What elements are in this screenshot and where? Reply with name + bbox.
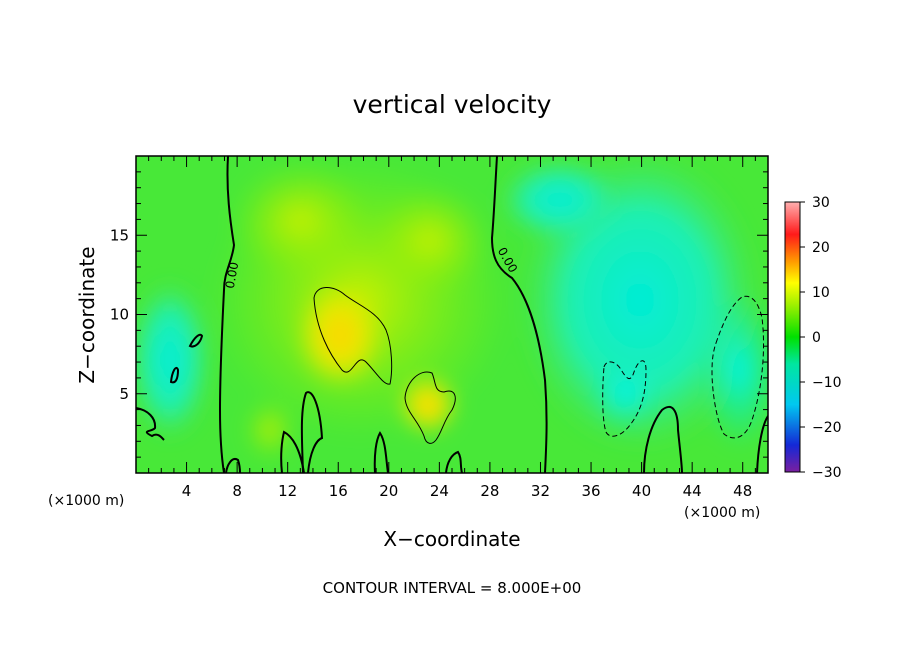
colorbar — [784, 201, 801, 473]
colorbar-tick-label: 30 — [812, 195, 830, 211]
y-axis: 5 10 15 — [110, 171, 768, 458]
x-tick-label: 12 — [278, 482, 297, 500]
y-tick-label: 5 — [119, 385, 129, 403]
zero-contours — [136, 156, 768, 473]
x-tick-label: 48 — [733, 482, 752, 500]
x-axis-label: X−coordinate — [383, 527, 520, 551]
colorbar-tick-label: −20 — [812, 420, 842, 436]
x-tick-label: 24 — [430, 482, 449, 500]
chart-title: vertical velocity — [353, 90, 552, 119]
contour-label-left: 0.00 — [223, 261, 241, 290]
x-tick-label: 20 — [379, 482, 398, 500]
x-tick-label: 40 — [632, 482, 651, 500]
y-tick-label: 10 — [110, 306, 129, 324]
contour-interval-text: CONTOUR INTERVAL = 8.000E+00 — [323, 579, 582, 597]
x-tick-label: 36 — [581, 482, 600, 500]
x-unit-label: (×1000 m) — [684, 505, 760, 521]
y-tick-label: 15 — [110, 226, 129, 244]
velocity-field: 0.00 0.00 — [136, 156, 768, 473]
negative-contours — [602, 295, 765, 439]
colorbar-tick-label: −30 — [812, 465, 842, 481]
x-tick-label: 28 — [480, 482, 499, 500]
colorbar-tick-label: 10 — [812, 285, 830, 301]
colorbar-tick-label: −10 — [812, 375, 842, 391]
y-axis-label: Z−coordinate — [75, 246, 99, 383]
z-unit-label: (×1000 m) — [48, 493, 124, 509]
colorbar-tick-label: 20 — [812, 240, 830, 256]
x-tick-label: 44 — [683, 482, 702, 500]
x-tick-label: 32 — [531, 482, 550, 500]
x-tick-label: 8 — [232, 482, 242, 500]
x-axis: 4 8 12 16 20 24 28 32 36 40 44 48 — [148, 156, 756, 500]
x-tick-label: 4 — [182, 482, 192, 500]
colorbar-ticks: 30 20 10 0 −10 −20 −30 — [800, 195, 842, 481]
colorbar-tick-label: 0 — [812, 330, 821, 346]
x-tick-label: 16 — [329, 482, 348, 500]
positive-contours — [313, 287, 456, 444]
